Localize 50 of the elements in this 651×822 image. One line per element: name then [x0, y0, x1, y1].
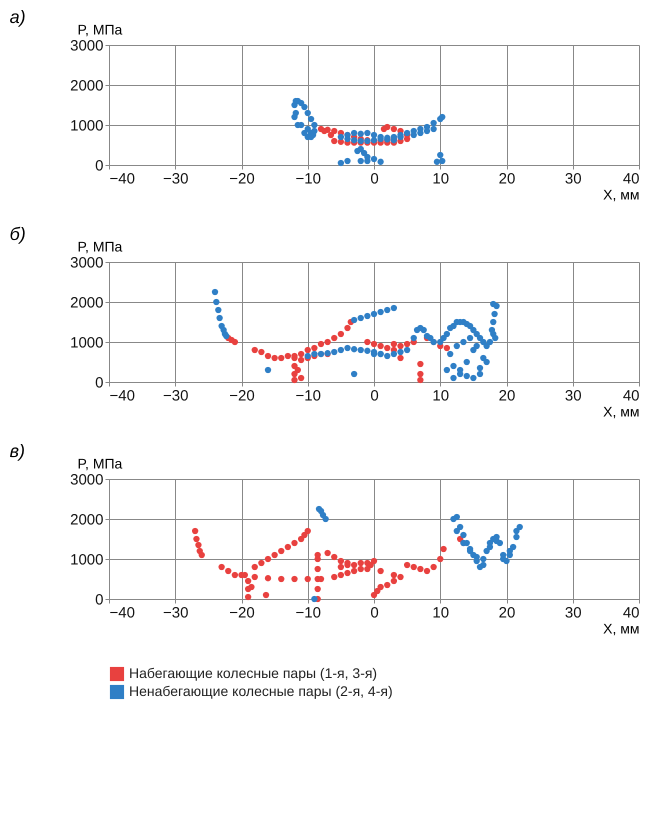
y-tick-label: 1000	[70, 552, 104, 568]
chart-title: в)	[10, 441, 26, 461]
chart-title: б)	[10, 224, 26, 244]
x-axis-title: X, мм	[603, 404, 640, 420]
y-axis-title: P, МПа	[78, 22, 123, 38]
x-tick-label: 20	[498, 388, 516, 404]
x-axis-title: X, мм	[603, 186, 640, 202]
chart-title: а)	[10, 7, 26, 27]
x-axis-title: X, мм	[603, 620, 640, 636]
legend-label: Ненабегающие колесные пары (2-я, 4-я)	[129, 683, 393, 699]
x-tick-label: −40	[110, 388, 135, 404]
x-tick-label: −30	[163, 170, 188, 188]
x-tick-label: −30	[163, 604, 188, 622]
x-tick-label: 20	[498, 170, 516, 188]
y-tick-label: 1000	[70, 118, 104, 134]
y-tick-label: 3000	[70, 472, 104, 488]
x-tick-label: −10	[296, 170, 321, 188]
x-tick-label: 30	[564, 388, 582, 404]
x-tick-label: −40	[110, 604, 135, 622]
x-tick-label: 40	[622, 170, 640, 188]
x-tick-label: 30	[564, 604, 582, 622]
x-tick-label: 20	[498, 604, 516, 622]
x-tick-label: −20	[229, 388, 255, 404]
x-tick-label: 40	[622, 604, 640, 622]
x-tick-label: 30	[564, 170, 582, 188]
x-tick-label: 0	[370, 170, 379, 188]
y-tick-label: 2000	[70, 512, 104, 528]
y-tick-label: 2000	[70, 78, 104, 94]
y-tick-label: 2000	[70, 294, 104, 312]
y-tick-label: 1000	[70, 334, 104, 352]
x-tick-label: 10	[432, 604, 450, 622]
x-tick-label: −10	[296, 388, 321, 404]
y-axis-title: P, МПа	[78, 456, 123, 472]
x-tick-label: −40	[110, 170, 135, 188]
x-tick-label: 10	[432, 388, 450, 404]
x-tick-label: 0	[370, 388, 379, 404]
y-tick-label: 0	[95, 374, 104, 392]
y-axis-title: P, МПа	[78, 238, 123, 254]
x-tick-label: 0	[370, 604, 379, 622]
x-tick-label: −30	[163, 388, 188, 404]
x-tick-label: 40	[622, 388, 640, 404]
x-tick-label: 10	[432, 170, 450, 188]
y-tick-label: 3000	[70, 254, 104, 272]
y-tick-label: 0	[95, 592, 104, 608]
x-tick-label: −20	[229, 604, 255, 622]
y-tick-label: 3000	[70, 38, 104, 54]
legend-label: Набегающие колесные пары (1-я, 3-я)	[129, 665, 378, 681]
x-tick-label: −10	[296, 604, 321, 622]
x-tick-label: −20	[229, 170, 255, 188]
y-tick-label: 0	[95, 158, 104, 174]
